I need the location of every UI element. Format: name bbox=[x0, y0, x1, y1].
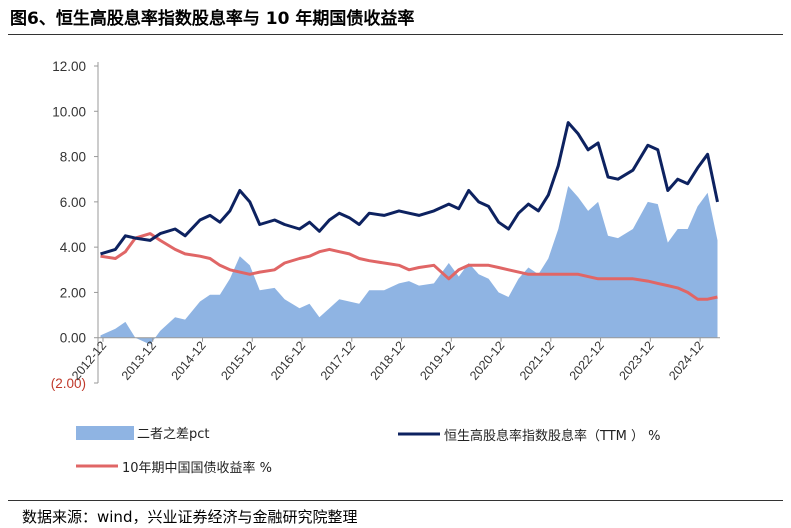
x-tick-label: 2020-12 bbox=[467, 339, 507, 383]
chart-title: 图6、恒生高股息率指数股息率与 10 年期国债收益率 bbox=[10, 9, 415, 29]
y-tick-label: 12.00 bbox=[52, 59, 86, 74]
x-tick-label: 2018-12 bbox=[368, 339, 408, 383]
series-line-bond-yield bbox=[100, 232, 718, 301]
y-tick-label: 10.00 bbox=[52, 104, 86, 119]
x-tick-label: 2022-12 bbox=[567, 339, 607, 383]
legend-swatch-spread bbox=[76, 426, 134, 440]
legend-label-dividend: 恒生高股息率指数股息率（TTM ） % bbox=[444, 428, 661, 444]
x-tick-label: 2013-12 bbox=[119, 339, 159, 383]
footer-divider bbox=[8, 500, 783, 501]
y-tick-label: 6.00 bbox=[60, 195, 86, 210]
x-tick-label: 2024-12 bbox=[666, 339, 706, 383]
y-tick-label: 8.00 bbox=[60, 150, 86, 165]
legend-label-spread: 二者之差pct bbox=[137, 427, 210, 442]
x-tick-label: 2015-12 bbox=[218, 339, 258, 383]
y-tick-label: 0.00 bbox=[60, 331, 86, 346]
y-tick-label: 4.00 bbox=[60, 240, 86, 255]
x-tick-label: 2014-12 bbox=[169, 339, 209, 383]
legend-label-bond: 10年期中国国债收益率 % bbox=[122, 460, 272, 476]
x-tick-label: 2017-12 bbox=[318, 339, 358, 383]
y-tick-label: (2.00) bbox=[51, 376, 86, 391]
x-tick-label: 2023-12 bbox=[616, 339, 656, 383]
series-line-dividend-yield bbox=[100, 121, 719, 256]
series-area-spread bbox=[100, 186, 718, 345]
x-tick-label: 2019-12 bbox=[417, 339, 457, 383]
source-note: 数据来源：wind，兴业证券经济与金融研究院整理 bbox=[22, 508, 358, 526]
title-divider bbox=[8, 34, 783, 35]
y-tick-label: 2.00 bbox=[60, 285, 86, 300]
x-tick-label: 2016-12 bbox=[268, 339, 308, 383]
x-tick-label: 2021-12 bbox=[517, 339, 557, 383]
